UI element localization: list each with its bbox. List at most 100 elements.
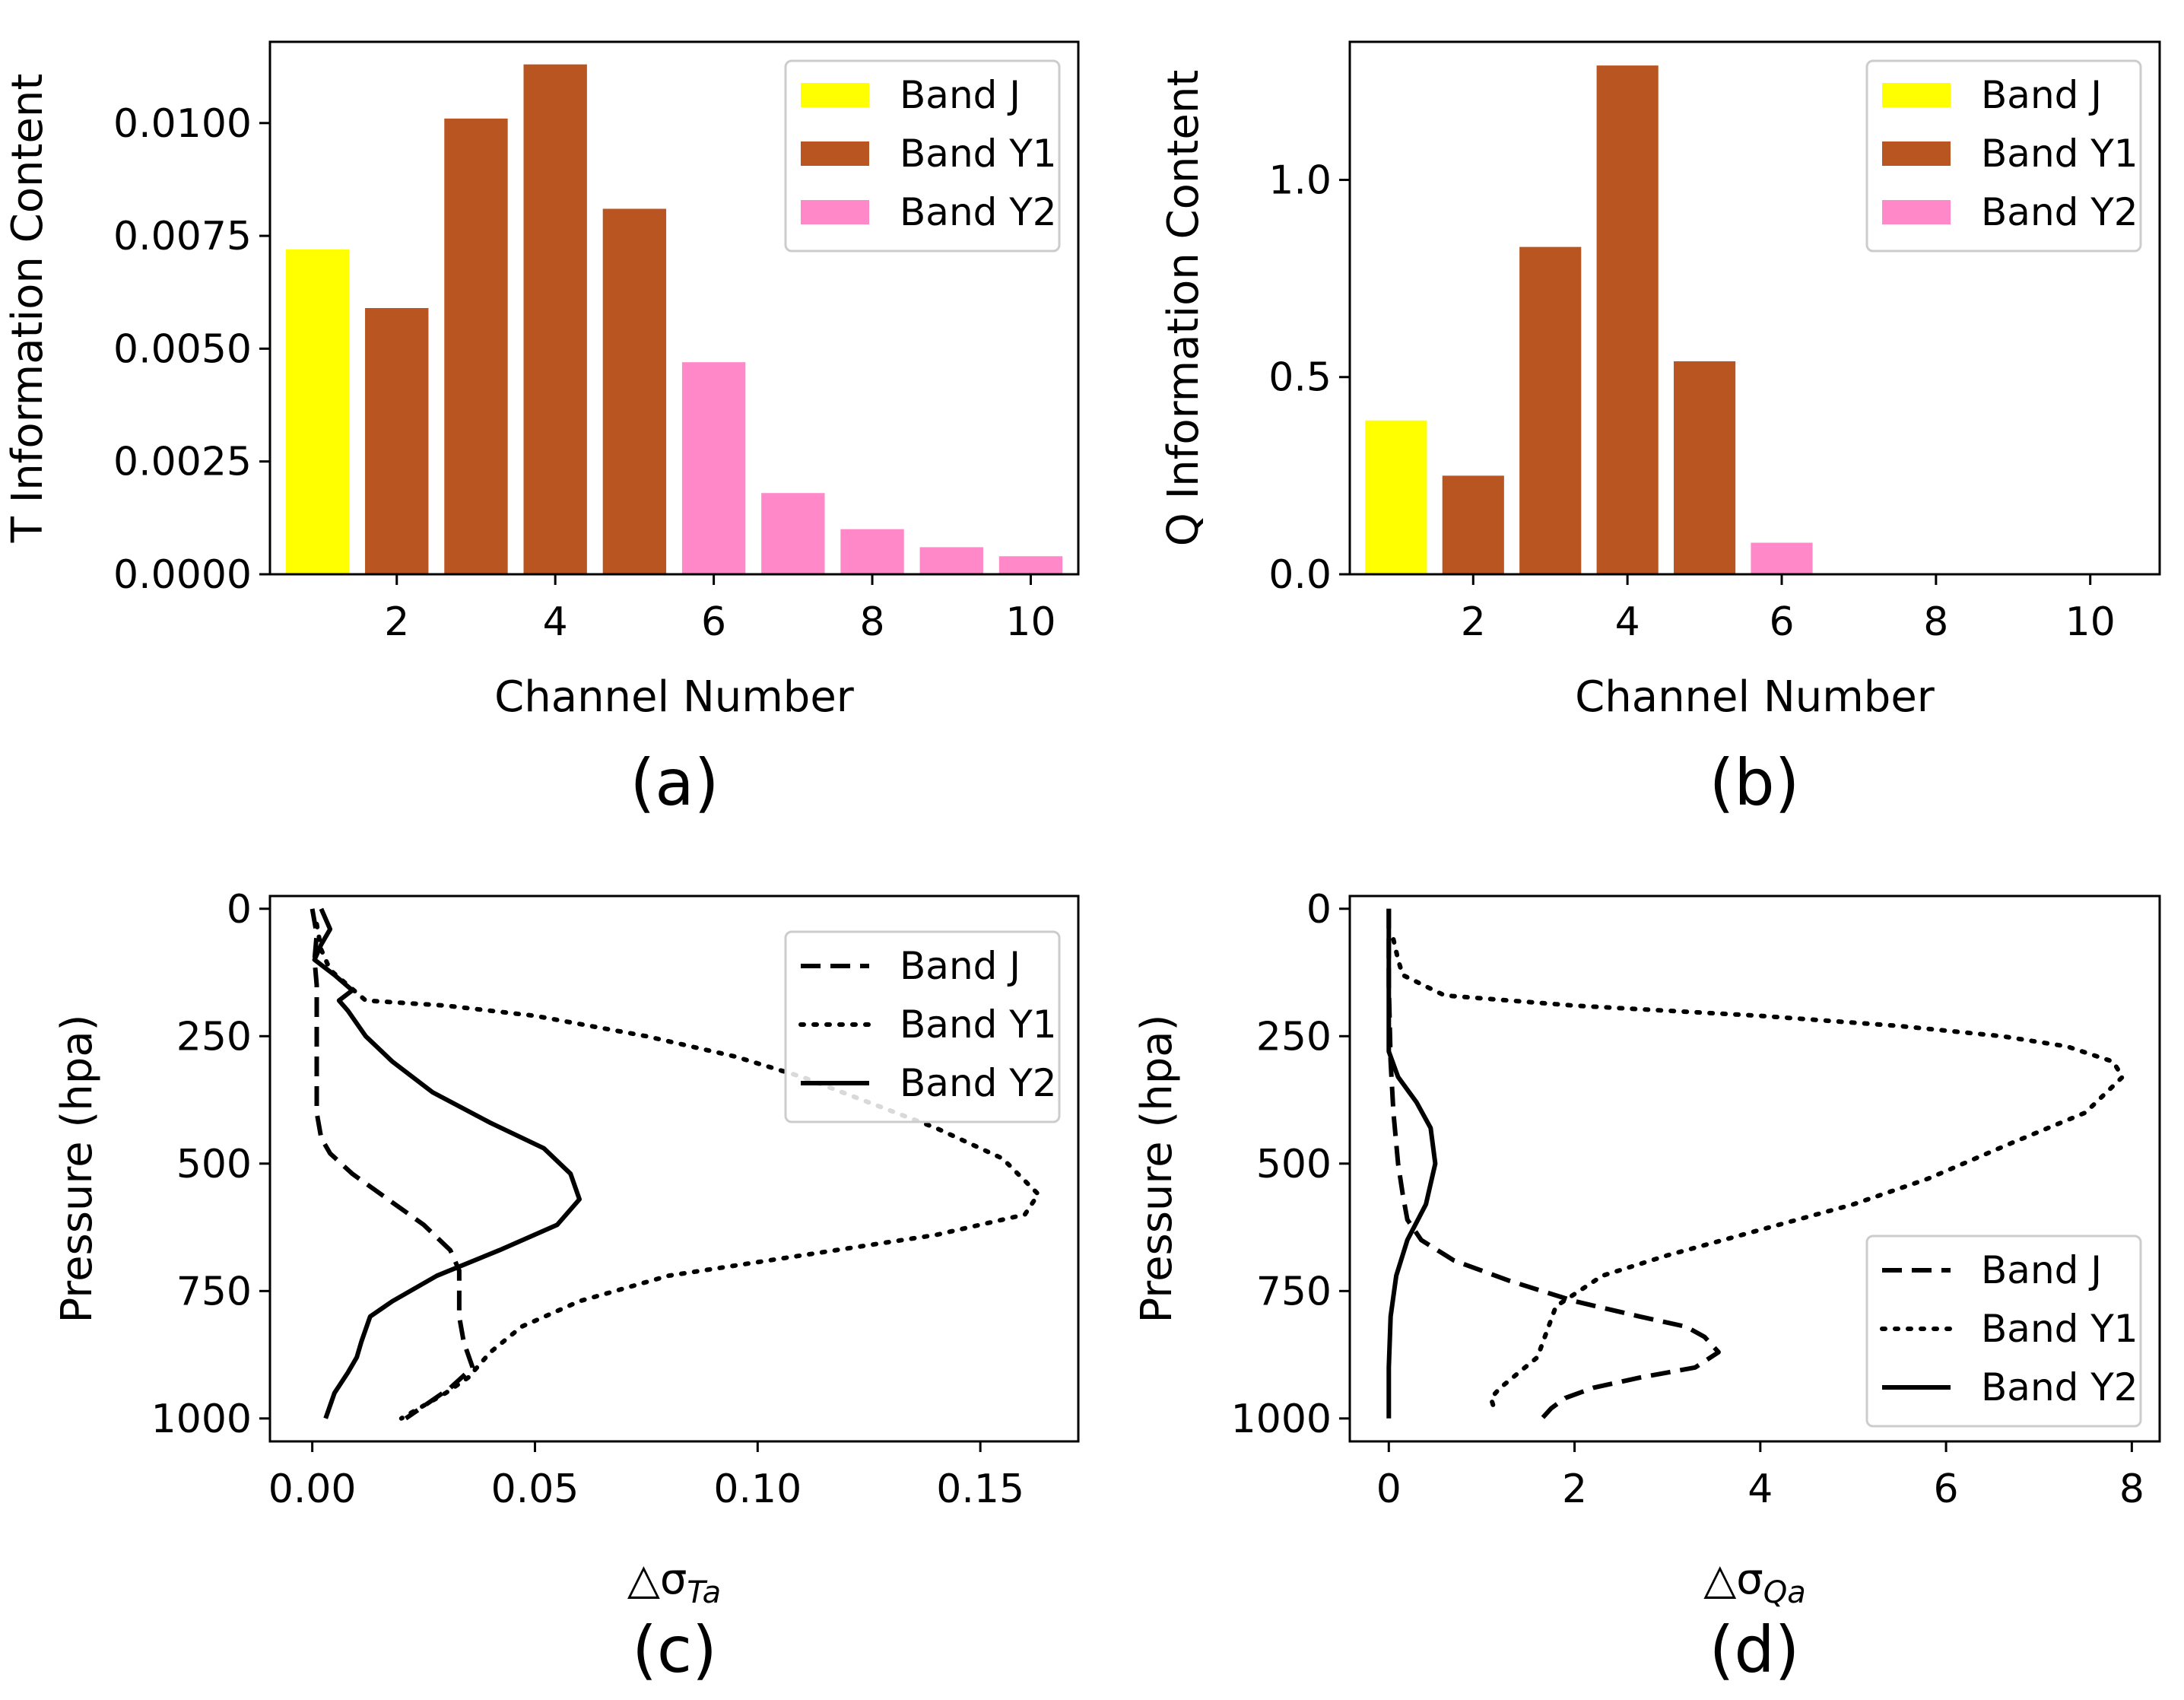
legend-label: Band Y1 <box>1981 1307 2138 1351</box>
y-tick-label: 1000 <box>1231 1397 1332 1442</box>
x-tick-label: 6 <box>1934 1466 1959 1512</box>
series-band-j <box>310 908 475 1421</box>
panel-3: 0.00 0.05 0.10 0.15 0 250 500 750 1000 △σTa Pressu… <box>52 887 1080 1687</box>
x-tick-label: 0 <box>1376 1466 1402 1512</box>
bar-channel-4 <box>1596 65 1659 575</box>
y-axis-label: T Information Content <box>3 74 52 544</box>
panel-4: 0 2 4 6 8 0 250 500 750 1000 △σQa Pressure (hpa) Ban… <box>1132 887 2161 1687</box>
legend-swatch <box>1882 83 1951 107</box>
y-tick-label: 1.0 <box>1268 157 1332 203</box>
axes-frame <box>268 40 1080 576</box>
legend-frame <box>1865 1234 2142 1428</box>
panel-label: (b) <box>1709 745 1800 820</box>
bar-channel-2 <box>1442 475 1504 574</box>
axes-frame <box>1348 894 2161 1443</box>
legend: Band J Band Y1 Band Y2 <box>784 59 1061 253</box>
axes-frame <box>1348 40 2161 576</box>
bar-channel-3 <box>444 118 508 574</box>
bar-channel-6 <box>1751 542 1813 574</box>
legend-swatch <box>1882 141 1951 166</box>
bar-channel-7 <box>761 493 825 574</box>
y-tick-label: 0.0000 <box>113 552 252 598</box>
x-tick-label: 4 <box>1748 1466 1773 1512</box>
x-tick-label: 8 <box>1923 599 1948 645</box>
legend-swatch <box>801 200 869 224</box>
x-axis-label: Channel Number <box>1575 672 1935 722</box>
bar-channel-1 <box>1365 420 1427 574</box>
panel-label: (c) <box>632 1613 717 1687</box>
legend-swatch <box>1882 200 1951 224</box>
x-tick-label: 2 <box>1461 599 1486 645</box>
x-tick-label: 2 <box>1562 1466 1587 1512</box>
bar-channel-4 <box>523 64 587 575</box>
panel-1: 2 4 6 8 10 0.0000 0.0025 0.0050 0.0075 0.0100 Chan… <box>3 40 1080 820</box>
y-tick-label: 0 <box>227 887 252 933</box>
legend-label: Band J <box>1981 1248 2102 1292</box>
legend-label: Band Y2 <box>1981 190 2138 234</box>
x-tick-label: 0.15 <box>936 1466 1024 1512</box>
y-tick-label: 0.0100 <box>113 101 252 147</box>
x-tick-label: 0.00 <box>268 1466 357 1512</box>
legend-label: Band J <box>900 73 1021 117</box>
bar-channel-9 <box>919 547 983 574</box>
legend-label: Band J <box>900 944 1021 988</box>
series-band-j <box>1386 908 1721 1420</box>
x-tick-label: 0.05 <box>491 1466 579 1512</box>
x-tick-label: 8 <box>2119 1466 2144 1512</box>
x-tick-label: 10 <box>2065 599 2116 645</box>
x-tick-label: 0.10 <box>713 1466 802 1512</box>
legend-label: Band Y2 <box>900 1061 1057 1105</box>
legend-label: Band Y1 <box>1981 132 2138 176</box>
legend: Band J Band Y1 Band Y2 <box>1865 59 2142 253</box>
y-tick-label: 750 <box>1256 1269 1332 1314</box>
x-tick-label: 4 <box>543 599 568 645</box>
legend-label: Band Y1 <box>900 132 1057 176</box>
y-tick-label: 0.0050 <box>113 326 252 372</box>
axes-frame <box>268 894 1080 1443</box>
x-tick-label: 6 <box>701 599 726 645</box>
legend: Band J Band Y1 Band Y2 <box>784 930 1061 1123</box>
y-axis-label: Pressure (hpa) <box>52 1015 102 1323</box>
y-tick-label: 1000 <box>151 1397 252 1442</box>
bar-channel-8 <box>840 529 904 574</box>
panel-2: 2 4 6 8 10 0.0 0.5 1.0 Channel Number Q Informati… <box>1159 40 2161 820</box>
x-tick-label: 8 <box>859 599 884 645</box>
x-tick-label: 6 <box>1769 599 1794 645</box>
x-axis-label: △σTa <box>627 1555 721 1610</box>
y-tick-label: 0.0025 <box>113 440 252 485</box>
legend-frame <box>784 930 1061 1123</box>
series-band-y1 <box>1391 937 2125 1416</box>
y-axis-label: Pressure (hpa) <box>1132 1015 1182 1323</box>
bar-channel-10 <box>998 556 1063 574</box>
bar-channel-1 <box>285 249 350 574</box>
x-axis-label: Channel Number <box>494 672 855 722</box>
legend-swatch <box>801 141 869 166</box>
x-tick-label: 2 <box>384 599 409 645</box>
y-tick-label: 500 <box>176 1142 252 1187</box>
bar-channel-5 <box>1674 361 1736 574</box>
x-tick-label: 4 <box>1615 599 1640 645</box>
bar-channel-5 <box>602 208 667 574</box>
series-band-y2 <box>312 907 582 1419</box>
x-axis-label: △σQa <box>1703 1555 1806 1610</box>
bar-channel-2 <box>365 308 429 574</box>
y-tick-label: 0 <box>1306 887 1332 933</box>
bar-channel-3 <box>1519 246 1582 574</box>
y-tick-label: 250 <box>1256 1014 1332 1060</box>
y-tick-label: 750 <box>176 1269 252 1314</box>
legend-label: Band J <box>1981 73 2102 117</box>
legend-swatch <box>801 83 869 107</box>
y-tick-label: 0.0 <box>1268 552 1332 598</box>
y-tick-label: 0.0075 <box>113 214 252 259</box>
y-tick-label: 500 <box>1256 1142 1332 1187</box>
legend-label: Band Y1 <box>900 1003 1057 1047</box>
x-tick-label: 10 <box>1005 599 1055 645</box>
legend-label: Band Y2 <box>900 190 1057 234</box>
legend-label: Band Y2 <box>1981 1365 2138 1409</box>
series-band-y1 <box>314 921 1041 1421</box>
bar-channel-6 <box>681 362 746 574</box>
y-tick-label: 250 <box>176 1014 252 1060</box>
panel-label: (d) <box>1709 1613 1800 1687</box>
series-band-y2 <box>1386 908 1438 1419</box>
